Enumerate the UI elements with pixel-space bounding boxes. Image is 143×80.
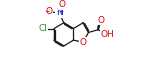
Text: O: O <box>59 0 66 9</box>
Text: O: O <box>97 16 104 25</box>
Text: −: − <box>45 8 50 13</box>
Text: Cl: Cl <box>38 24 47 33</box>
Text: O: O <box>80 38 87 47</box>
Text: OH: OH <box>100 30 114 39</box>
Text: N: N <box>56 8 62 17</box>
Text: O: O <box>46 7 53 16</box>
Text: +: + <box>59 9 64 14</box>
